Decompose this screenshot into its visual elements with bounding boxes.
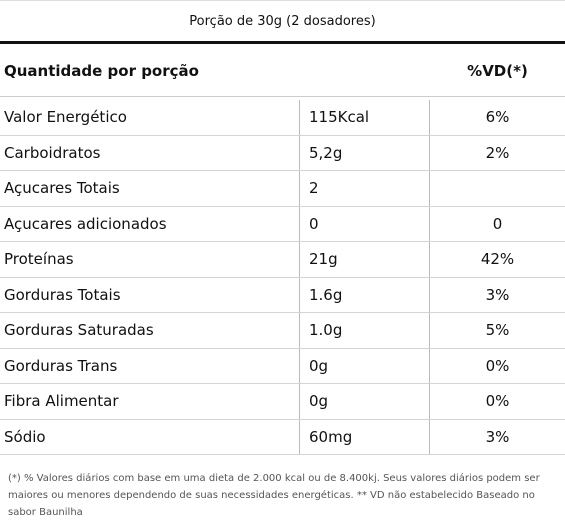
table-cell: 2% — [485, 143, 510, 162]
table-row: Gorduras Saturadas 1.0g 5% — [0, 313, 565, 349]
table-cell: 0 — [300, 206, 430, 241]
table-cell: 3% — [485, 285, 510, 304]
table-cell: 0g — [300, 348, 430, 383]
table-cell: 21g — [300, 242, 430, 277]
table-cell: 6% — [485, 108, 510, 127]
table-cell: Açucares Totais — [0, 171, 300, 206]
table-cell: 0g — [300, 384, 430, 419]
table-cell: Sódio — [0, 419, 300, 454]
table-row: Proteínas 21g 42% — [0, 242, 565, 278]
table-cell: 1.0g — [300, 313, 430, 348]
table-cell: 5% — [485, 321, 510, 340]
table-cell: 5,2g — [300, 135, 430, 170]
table-cell: 0% — [485, 392, 510, 411]
column-header: %VD(*) — [467, 62, 528, 80]
portion-header: Porção de 30g (2 dosadores) — [0, 0, 565, 44]
table-cell: Fibra Alimentar — [0, 384, 300, 419]
table-cell: Gorduras Saturadas — [0, 313, 300, 348]
table-cell: Açucares adicionados — [0, 206, 300, 241]
table-cell: 42% — [480, 250, 515, 269]
table-cell: 3% — [485, 427, 510, 446]
column-header: Quantidade por porção — [4, 62, 199, 80]
table-cell: Valor Energético — [0, 100, 300, 135]
table-cell: 0% — [485, 356, 510, 375]
table-row: Sódio 60mg 3% — [0, 419, 565, 455]
table-cell: 2 — [300, 171, 430, 206]
table-cell: 60mg — [300, 419, 430, 454]
table-cell: Proteínas — [0, 242, 300, 277]
table-row: Valor Energético 115Kcal 6% — [0, 100, 565, 136]
table-row: Gorduras Trans 0g 0% — [0, 348, 565, 384]
table-cell: Carboidratos — [0, 135, 300, 170]
table-cell: Gorduras Totais — [0, 277, 300, 312]
table-row: Açucares adicionados 0 0 — [0, 206, 565, 242]
footnote: (*) % Valores diários com base em uma di… — [8, 473, 540, 518]
table-row: Carboidratos 5,2g 2% — [0, 135, 565, 171]
table-row: Fibra Alimentar 0g 0% — [0, 384, 565, 420]
table-cell: 115Kcal — [300, 100, 430, 135]
table-head: Quantidade por porção %VD(*) — [0, 47, 565, 97]
table-cell: 0 — [492, 214, 503, 233]
table-row: Açucares Totais 2 — [0, 171, 565, 207]
table-row: Gorduras Totais 1.6g 3% — [0, 277, 565, 313]
table-cell — [430, 171, 565, 206]
table-cell: 1.6g — [300, 277, 430, 312]
table-cell: Gorduras Trans — [0, 348, 300, 383]
